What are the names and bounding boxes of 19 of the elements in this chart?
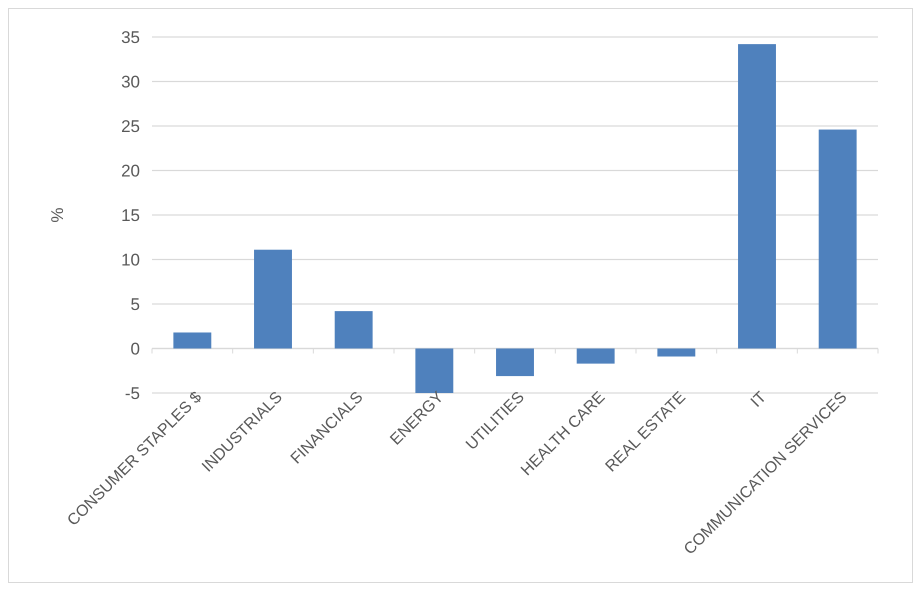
bar — [738, 44, 776, 348]
y-tick-label: 15 — [121, 206, 140, 225]
y-tick-label: 30 — [121, 72, 140, 92]
y-tick-label: 20 — [121, 161, 140, 180]
bar — [173, 332, 212, 348]
bar — [576, 348, 615, 364]
x-tick-label: IT — [748, 388, 770, 411]
y-tick-label: 0 — [130, 339, 140, 358]
y-tick-label: -5 — [124, 384, 140, 403]
bar — [334, 311, 373, 348]
bar — [496, 348, 534, 376]
y-tick-label: 25 — [121, 116, 140, 136]
y-tick-label: 5 — [130, 294, 140, 314]
bar — [254, 250, 292, 348]
y-axis-title: % — [48, 207, 67, 223]
y-tick-label: 10 — [121, 250, 140, 270]
bar — [657, 348, 696, 357]
bar — [818, 130, 857, 348]
y-tick-label: 35 — [121, 28, 140, 47]
